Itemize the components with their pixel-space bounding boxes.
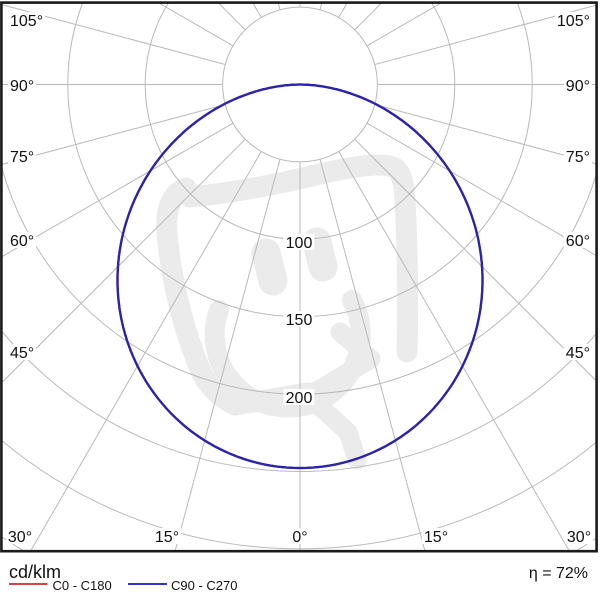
svg-text:C0 - C180: C0 - C180	[53, 578, 112, 593]
svg-text:150: 150	[286, 312, 313, 329]
svg-text:45°: 45°	[566, 345, 590, 362]
svg-text:200: 200	[286, 390, 313, 407]
svg-text:15°: 15°	[424, 529, 448, 546]
svg-text:90°: 90°	[566, 78, 590, 95]
svg-text:105°: 105°	[557, 13, 590, 30]
svg-text:cd/klm: cd/klm	[9, 562, 61, 582]
svg-text:30°: 30°	[567, 529, 591, 546]
svg-text:100: 100	[286, 235, 313, 252]
svg-text:45°: 45°	[10, 345, 34, 362]
svg-text:75°: 75°	[10, 149, 34, 166]
svg-text:60°: 60°	[566, 233, 590, 250]
svg-text:η = 72%: η = 72%	[529, 565, 588, 582]
svg-text:30°: 30°	[8, 529, 32, 546]
svg-text:90°: 90°	[10, 78, 34, 95]
svg-text:0°: 0°	[292, 529, 307, 546]
svg-text:105°: 105°	[10, 13, 43, 30]
svg-text:15°: 15°	[155, 529, 179, 546]
svg-text:75°: 75°	[566, 149, 590, 166]
svg-text:C90 - C270: C90 - C270	[171, 578, 237, 593]
svg-text:60°: 60°	[10, 233, 34, 250]
